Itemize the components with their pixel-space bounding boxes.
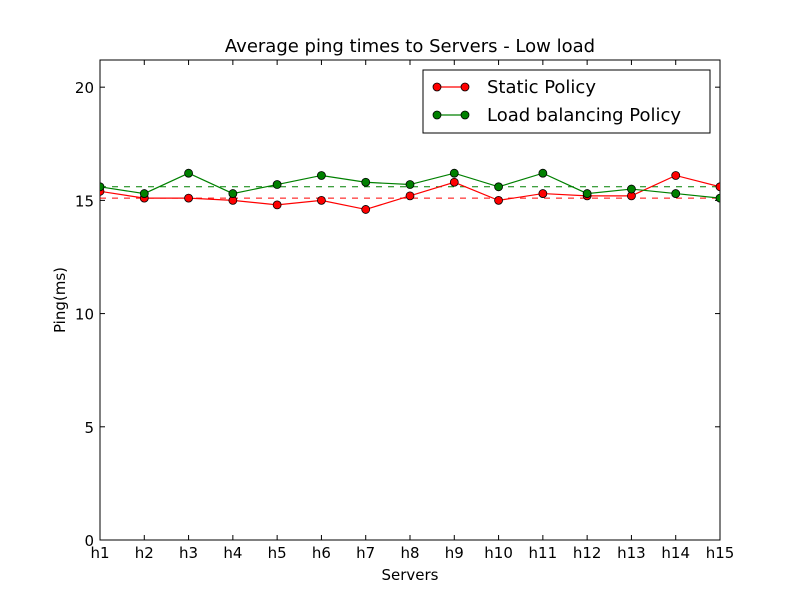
data-point [538, 189, 548, 198]
data-point [538, 168, 548, 178]
data-point [139, 189, 149, 198]
legend-marker [460, 82, 470, 92]
x-tick-label: h15 [706, 544, 735, 562]
x-tick-label: h10 [484, 544, 513, 562]
x-tick-label: h3 [179, 544, 198, 562]
data-point [582, 189, 592, 198]
data-point [361, 177, 371, 187]
y-tick-label: 15 [75, 192, 94, 210]
x-tick-label: h9 [445, 544, 464, 562]
x-tick-label: h6 [312, 544, 331, 562]
data-point [671, 171, 681, 180]
data-point [627, 184, 636, 194]
data-point [449, 168, 459, 178]
x-tick-label: h13 [617, 544, 646, 562]
y-axis-label: Ping(ms) [51, 267, 69, 333]
data-point [494, 195, 503, 205]
y-axis: 0 5 10 15 20 [75, 79, 720, 550]
x-tick-label: h4 [223, 544, 242, 562]
data-point [494, 182, 503, 192]
data-point [184, 168, 193, 178]
legend-label: Load balancing Policy [487, 105, 681, 126]
legend-marker [460, 110, 470, 120]
x-tick-label: h5 [268, 544, 287, 562]
data-point [405, 180, 415, 189]
series-layer [100, 168, 720, 214]
legend-label: Static Policy [487, 77, 596, 98]
x-tick-label: h1 [90, 544, 109, 562]
x-axis-label: Servers [381, 566, 438, 584]
y-tick-label: 5 [84, 419, 94, 437]
data-point [405, 191, 415, 201]
y-tick-label: 10 [75, 306, 94, 324]
chart-title: Average ping times to Servers - Low load [225, 36, 595, 57]
data-point [671, 189, 681, 198]
data-point [449, 177, 459, 187]
series-1 [100, 168, 720, 203]
x-tick-label: h2 [135, 544, 154, 562]
legend-items: Static Policy Load balancing Policy [432, 77, 681, 126]
legend-marker [432, 110, 442, 120]
mean-lines [100, 186, 720, 199]
data-point [361, 205, 371, 214]
x-tick-label: h12 [573, 544, 602, 562]
data-point [715, 182, 720, 192]
data-point [100, 182, 105, 192]
data-point [317, 171, 326, 180]
data-point [272, 200, 282, 210]
x-axis: h1 h2 h3 h4 h5 h6 h7 h8 h9 h10 h11 h12 h13 h14 h15 [90, 60, 734, 562]
legend-marker [432, 82, 442, 92]
data-point [715, 193, 720, 203]
data-point [272, 180, 282, 189]
legend: Static Policy Load balancing Policy [422, 69, 711, 134]
x-tick-label: h14 [661, 544, 690, 562]
data-point [228, 189, 238, 198]
y-tick-label: 20 [75, 79, 94, 97]
data-point [317, 195, 326, 205]
x-tick-label: h7 [356, 544, 375, 562]
data-point [184, 193, 193, 203]
x-tick-label: h11 [529, 544, 558, 562]
y-tick-label: 0 [84, 532, 94, 550]
legend-box [422, 69, 711, 134]
x-tick-label: h8 [400, 544, 419, 562]
